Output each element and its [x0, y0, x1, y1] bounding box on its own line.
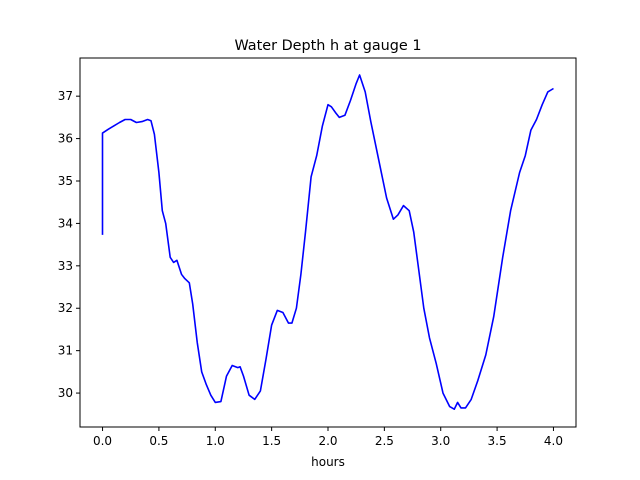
y-tick-label: 36	[58, 132, 73, 146]
x-tick-label: 1.0	[206, 434, 225, 448]
y-tick-label: 32	[58, 301, 73, 315]
y-tick-label: 34	[58, 216, 73, 230]
chart-title: Water Depth h at gauge 1	[234, 38, 421, 54]
y-tick-label: 35	[58, 174, 73, 188]
y-tick-label: 30	[58, 386, 73, 400]
y-tick-label: 37	[58, 89, 73, 103]
x-tick-label: 0.5	[149, 434, 168, 448]
series-line	[101, 74, 554, 411]
y-tick-label: 31	[58, 344, 73, 358]
x-tick-label: 4.0	[544, 434, 563, 448]
x-tick-label: 2.5	[375, 434, 394, 448]
x-tick-label: 0.0	[93, 434, 112, 448]
x-axis-label: hours	[311, 455, 345, 469]
x-tick-label: 3.0	[431, 434, 450, 448]
x-tick-label: 1.5	[262, 434, 281, 448]
x-tick-label: 3.5	[488, 434, 507, 448]
x-tick-label: 2.0	[318, 434, 337, 448]
y-tick-label: 33	[58, 259, 73, 273]
plot-area: 0.0 0.5 1.0 1.5 2.0 2.5 3.0 3.5 4.0 30 31 32 33 34 35 3…	[58, 57, 577, 448]
plot-frame	[79, 57, 577, 428]
